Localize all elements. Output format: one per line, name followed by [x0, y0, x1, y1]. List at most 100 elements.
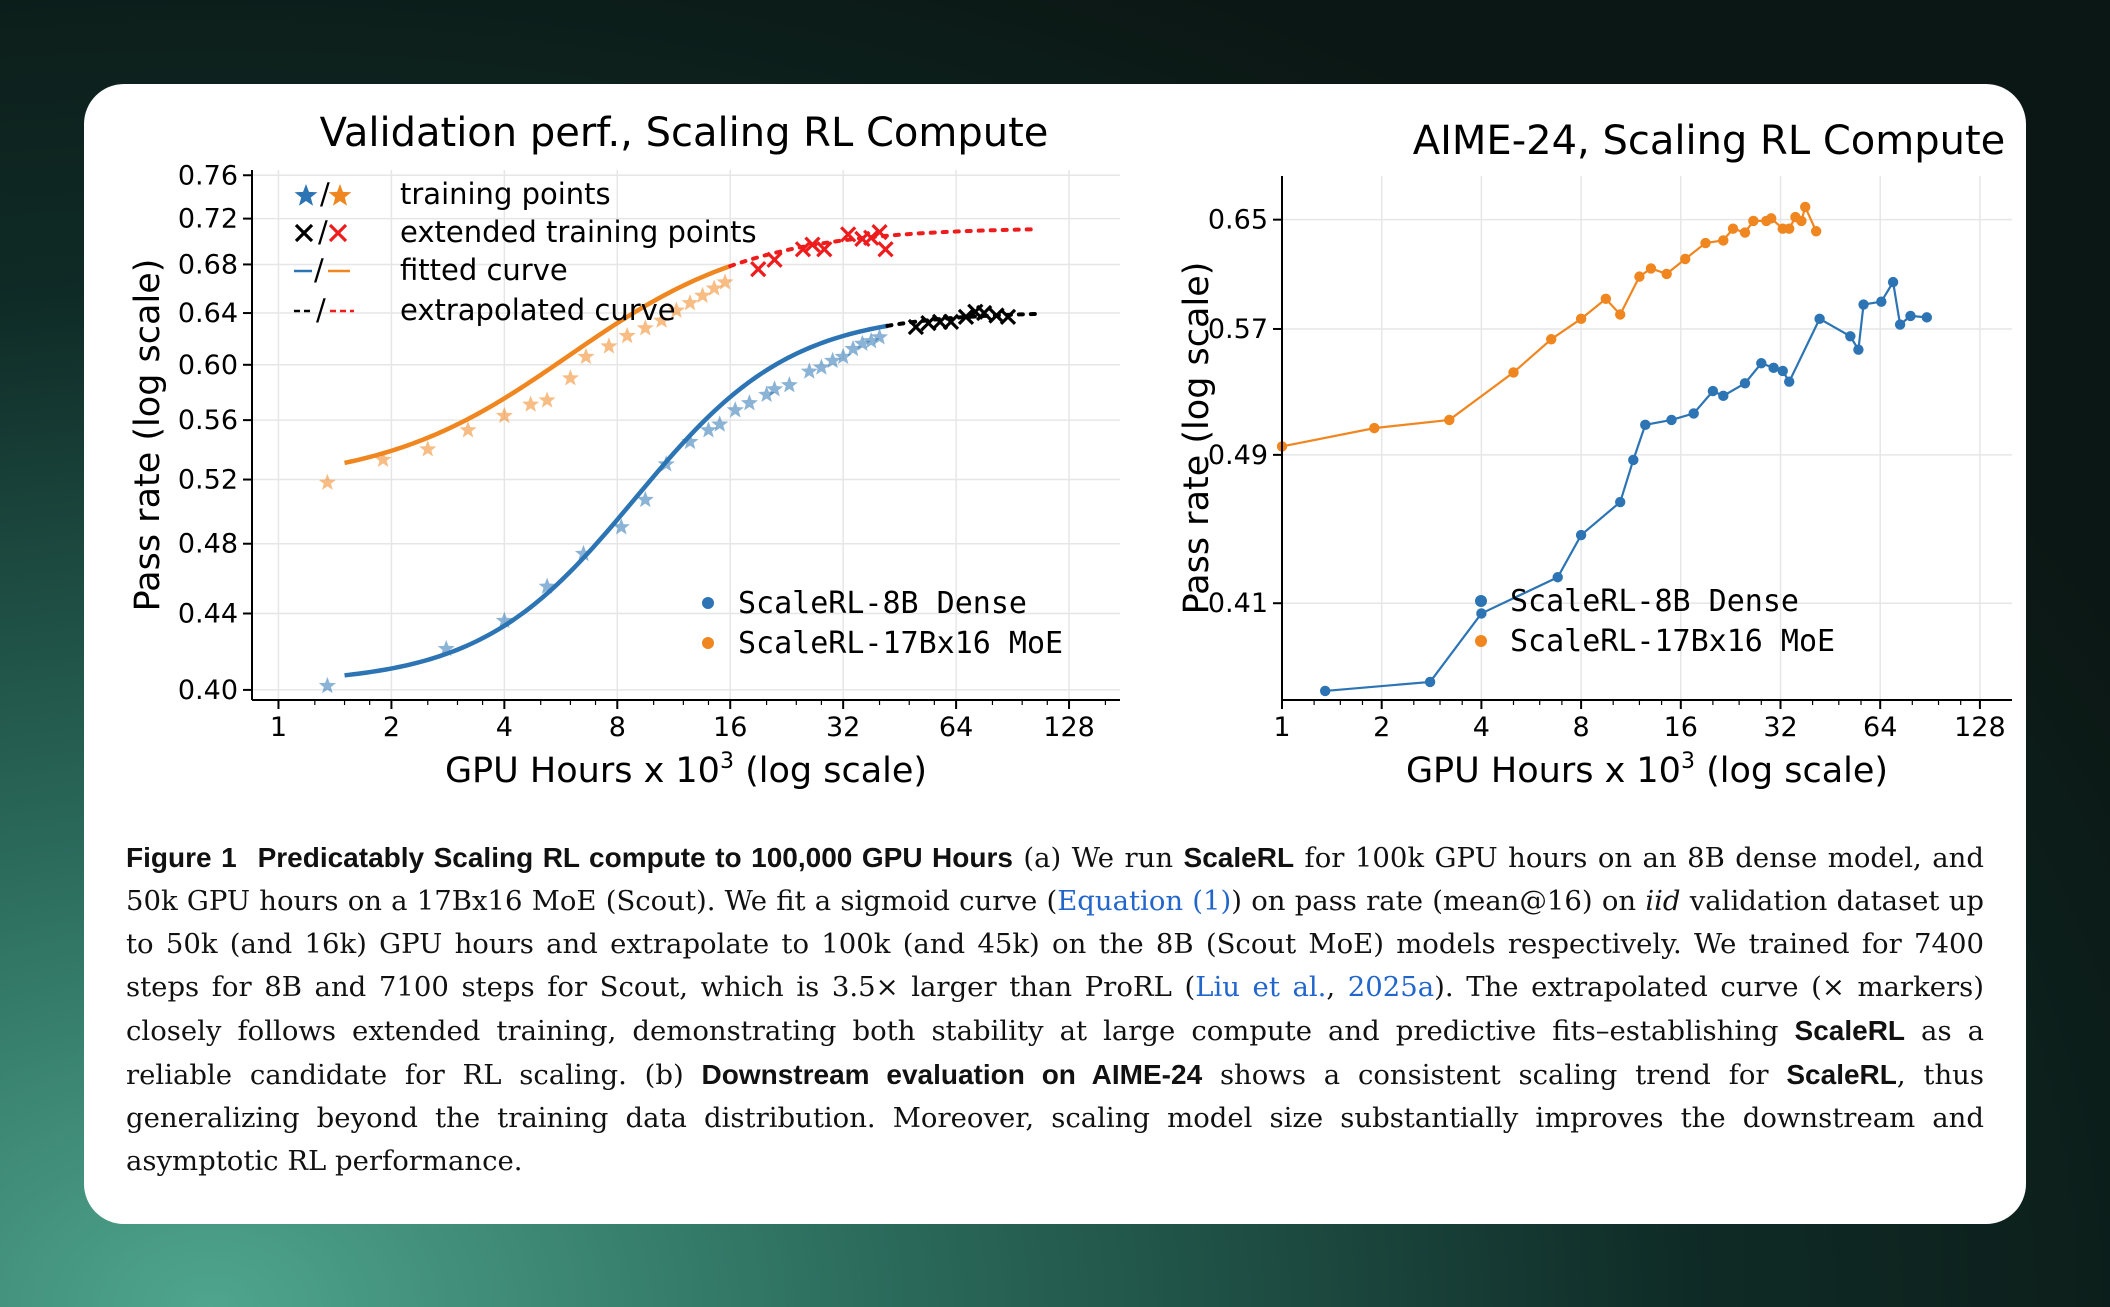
- x-axis-label: GPU Hours x 103 (log scale): [445, 749, 927, 791]
- caption-bold: ScaleRL: [1794, 1015, 1906, 1046]
- caption-italic: iid: [1645, 885, 1681, 917]
- legend-dot-dense: [702, 597, 714, 609]
- data-point: [1800, 201, 1811, 213]
- citation-link[interactable]: Liu et al.: [1195, 971, 1327, 1003]
- caption-text: validation dataset up to 50k (and 16k) G…: [126, 885, 1985, 1003]
- y-tick-label: 0.76: [178, 160, 238, 191]
- caption-bold: ScaleRL: [1183, 842, 1295, 873]
- training-point: [844, 339, 862, 357]
- data-point: [1784, 376, 1795, 387]
- y-tick-label: 0.64: [178, 298, 238, 329]
- data-point: [1777, 365, 1788, 377]
- legend-star-dense: [294, 184, 318, 206]
- data-point: [1628, 454, 1639, 466]
- data-point: [1680, 253, 1691, 265]
- fitted-curve: [344, 323, 888, 678]
- chart-title: AIME-24, Scaling RL Compute: [1413, 118, 2005, 164]
- data-point: [1718, 390, 1729, 402]
- legend-cross-moe: [328, 223, 348, 243]
- x-tick-label: 32: [1763, 712, 1797, 743]
- data-point: [1766, 213, 1777, 224]
- x-tick-label: 16: [713, 712, 747, 743]
- citation-year-link[interactable]: 2025a: [1347, 971, 1435, 1003]
- data-point: [1369, 422, 1380, 434]
- caption-text: shows a consistent scaling trend for: [1202, 1059, 1787, 1091]
- training-point: [419, 440, 437, 457]
- data-point: [1796, 215, 1807, 227]
- y-tick-label: 0.44: [178, 598, 238, 629]
- figure-caption: Figure 1 Predicatably Scaling RL compute…: [126, 836, 1984, 1183]
- data-point: [1727, 223, 1739, 234]
- training-point: [699, 421, 718, 438]
- caption-text: , thus generalizing beyond the training …: [126, 1059, 1984, 1177]
- x-tick-label: 128: [1954, 712, 2006, 743]
- training-point: [577, 347, 595, 365]
- training-point: [636, 319, 654, 336]
- x-tick-label: 8: [1573, 712, 1590, 743]
- training-point: [853, 334, 871, 351]
- extended-point: [957, 308, 975, 325]
- extended-point: [871, 223, 888, 241]
- y-axis-label: Pass rate (log scale): [128, 259, 168, 612]
- legend-label: fitted curve: [400, 253, 568, 287]
- data-point: [1319, 685, 1331, 697]
- data-point: [1810, 226, 1822, 237]
- x-tick-label: 2: [383, 712, 400, 743]
- data-point: [1444, 414, 1455, 426]
- extended-point: [942, 313, 960, 331]
- data-point: [1615, 496, 1626, 508]
- data-point: [1853, 344, 1864, 355]
- data-point: [1784, 223, 1795, 234]
- y-tick-label: 0.56: [178, 405, 238, 436]
- training-point: [693, 286, 712, 303]
- legend-dot-moe: [1475, 635, 1487, 647]
- data-point: [1615, 309, 1626, 320]
- data-point: [1552, 572, 1563, 583]
- data-point: [1645, 263, 1657, 274]
- x-tick-label: 1: [270, 712, 287, 743]
- data-point: [1739, 227, 1751, 238]
- data-point: [1546, 334, 1557, 345]
- training-point: [374, 450, 392, 468]
- data-point: [1600, 293, 1612, 305]
- extended-point: [750, 261, 767, 278]
- training-point: [618, 326, 636, 344]
- x-tick-label: 32: [826, 712, 860, 743]
- caption-figure-label: Figure 1: [126, 842, 237, 873]
- caption-text: ). The extrapolated curve (× markers) cl…: [126, 971, 1985, 1047]
- extended-point: [816, 241, 833, 258]
- data-point: [1688, 408, 1699, 419]
- data-point: [1768, 362, 1779, 374]
- x-axis-label-sup: 3: [720, 749, 734, 774]
- training-point: [765, 380, 784, 397]
- training-point: [318, 676, 336, 694]
- extended-point: [840, 226, 857, 243]
- training-point: [522, 395, 540, 412]
- fitted-curve: [344, 263, 731, 466]
- training-point: [726, 401, 744, 418]
- training-point: [636, 490, 654, 508]
- training-point: [657, 455, 675, 472]
- training-point: [667, 301, 685, 318]
- legend-series-label: ScaleRL-17Bx16 MoE: [1510, 624, 1835, 659]
- x-axis-label: GPU Hours x 103 (log scale): [1406, 749, 1888, 791]
- y-tick-label: 0.72: [178, 204, 238, 235]
- data-point: [1739, 378, 1751, 389]
- legend-series-label: ScaleRL-17Bx16 MoE: [738, 626, 1063, 661]
- x-tick-label: 16: [1664, 712, 1698, 743]
- legend-slash: /: [318, 215, 328, 249]
- training-point: [780, 376, 798, 393]
- data-point: [1666, 414, 1677, 426]
- data-point: [1845, 331, 1856, 342]
- data-point: [1707, 385, 1719, 397]
- equation-link[interactable]: Equation (1): [1057, 885, 1232, 917]
- training-point: [716, 273, 734, 290]
- series-line: [1281, 203, 1818, 448]
- x-tick-label: 8: [609, 712, 626, 743]
- extended-point: [877, 241, 894, 258]
- training-point: [538, 577, 556, 594]
- training-point: [459, 421, 477, 438]
- data-point: [1634, 271, 1645, 282]
- legend-series-label: ScaleRL-8B Dense: [1510, 584, 1799, 619]
- aime-chart: 1 2 4 8 16 32 64 128 0.41 0.49 0.57 0.65 AIME-24, Sc…: [1177, 118, 2012, 791]
